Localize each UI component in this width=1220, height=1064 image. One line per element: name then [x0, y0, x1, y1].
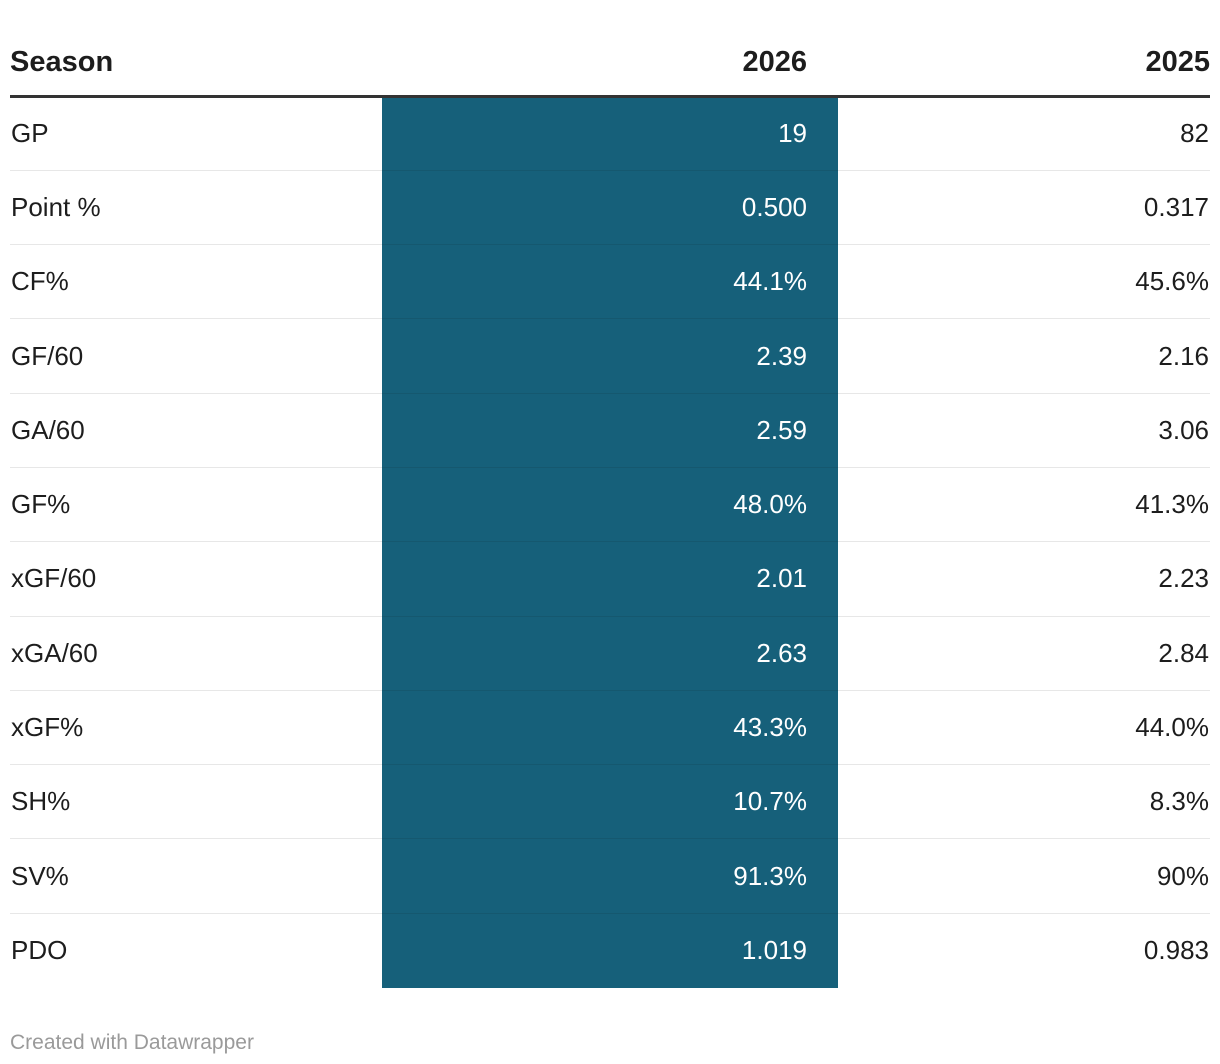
- metric-label-cell: GF%: [10, 467, 382, 543]
- table-row: GF/60 2.39 2.16: [10, 318, 1210, 394]
- metric-label-cell: Point %: [10, 170, 382, 246]
- value-2025-cell: 45.6%: [838, 244, 1210, 320]
- value-2026-cell: 10.7%: [382, 764, 838, 840]
- header-row: Season 2026 2025: [10, 0, 1210, 98]
- table-row: xGA/60 2.63 2.84: [10, 616, 1210, 691]
- value-2026-cell: 48.0%: [382, 467, 838, 543]
- value-2026-cell: 2.63: [382, 616, 838, 691]
- value-2026-cell: 0.500: [382, 170, 838, 246]
- table-row: GA/60 2.59 3.06: [10, 393, 1210, 468]
- metric-label-cell: xGA/60: [10, 616, 382, 691]
- table-row: Point % 0.500 0.317: [10, 170, 1210, 246]
- metric-label-cell: SV%: [10, 838, 382, 914]
- value-2025-cell: 2.23: [838, 541, 1210, 617]
- season-stats-table: Season 2026 2025 GP 19 82 Point % 0.500 0.317…: [10, 0, 1210, 988]
- table-row: SV% 91.3% 90%: [10, 838, 1210, 914]
- table-body: GP 19 82 Point % 0.500 0.317 CF% 44.1% 45.6% GF/6…: [10, 96, 1210, 988]
- table-header: Season 2026 2025: [10, 0, 1210, 98]
- value-2026-cell: 19: [382, 96, 838, 171]
- value-2026-cell: 91.3%: [382, 838, 838, 914]
- column-header-2025: 2025: [838, 0, 1210, 98]
- value-2025-cell: 41.3%: [838, 467, 1210, 543]
- table-row: GF% 48.0% 41.3%: [10, 467, 1210, 543]
- value-2026-cell: 1.019: [382, 913, 838, 988]
- value-2026-cell: 43.3%: [382, 690, 838, 766]
- table-row: PDO 1.019 0.983: [10, 913, 1210, 988]
- metric-label-cell: SH%: [10, 764, 382, 840]
- column-header-2026: 2026: [382, 0, 838, 98]
- metric-label-cell: PDO: [11, 935, 68, 966]
- value-2025-cell: 3.06: [838, 393, 1210, 468]
- value-2026-cell: 44.1%: [382, 244, 838, 320]
- metric-label-cell: GF/60: [10, 318, 382, 394]
- table-row: xGF% 43.3% 44.0%: [10, 690, 1210, 766]
- value-2025-cell: 90%: [838, 838, 1210, 914]
- value-2025-cell: 2.84: [838, 616, 1210, 691]
- table-row: GP 19 82: [10, 96, 1210, 171]
- value-2025-cell: 82: [838, 96, 1210, 171]
- table-row: xGF/60 2.01 2.23: [10, 541, 1210, 617]
- metric-label-cell: GA/60: [10, 393, 382, 468]
- table-row: SH% 10.7% 8.3%: [10, 764, 1210, 840]
- value-2025-cell: 2.16: [838, 318, 1210, 394]
- value-2025-cell: 0.983: [1143, 935, 1209, 966]
- table-row: CF% 44.1% 45.6%: [10, 244, 1210, 320]
- metric-label-cell: xGF/60: [10, 541, 382, 617]
- value-2025-cell: 8.3%: [838, 764, 1210, 840]
- metric-label-cell: GP: [10, 96, 382, 171]
- metric-label-cell: xGF%: [10, 690, 382, 766]
- metric-label-cell: CF%: [10, 244, 382, 320]
- value-2026-cell: 2.01: [382, 541, 838, 617]
- value-2025-cell: 0.317: [838, 170, 1210, 246]
- value-2026-cell: 2.39: [382, 318, 838, 394]
- column-header-season: Season: [10, 0, 382, 98]
- value-2026-cell: 2.59: [382, 393, 838, 468]
- datawrapper-attribution-link[interactable]: Created with Datawrapper: [10, 1030, 254, 1054]
- value-2025-cell: 44.0%: [838, 690, 1210, 766]
